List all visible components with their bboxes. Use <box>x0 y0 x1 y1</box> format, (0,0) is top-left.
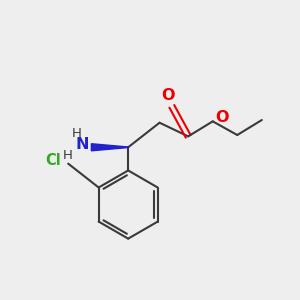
Text: O: O <box>215 110 229 125</box>
Text: H: H <box>71 127 81 140</box>
Text: N: N <box>75 137 88 152</box>
Text: O: O <box>161 88 175 103</box>
Text: Cl: Cl <box>45 153 61 168</box>
Polygon shape <box>92 144 128 151</box>
Text: H: H <box>63 149 73 162</box>
